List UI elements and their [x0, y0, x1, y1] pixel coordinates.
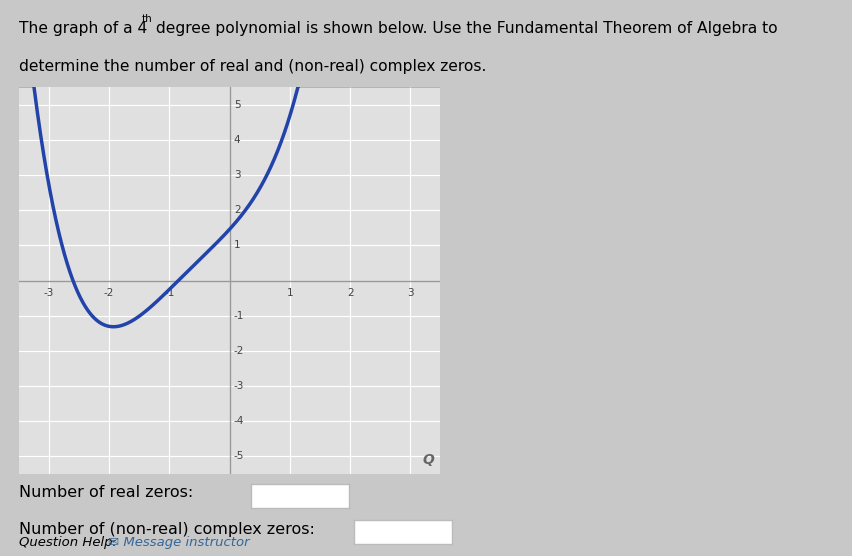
Text: determine the number of real and (non-real) complex zeros.: determine the number of real and (non-re… [19, 59, 486, 74]
Text: 3: 3 [407, 288, 414, 298]
Text: The graph of a 4: The graph of a 4 [19, 21, 147, 36]
Text: Number of (non-real) complex zeros:: Number of (non-real) complex zeros: [19, 522, 314, 537]
Text: Q: Q [423, 453, 435, 466]
Text: ✉ Message instructor: ✉ Message instructor [108, 536, 250, 549]
Text: -3: -3 [233, 381, 245, 391]
Text: -1: -1 [164, 288, 175, 298]
Text: degree polynomial is shown below. Use the Fundamental Theorem of Algebra to: degree polynomial is shown below. Use th… [151, 21, 777, 36]
Text: -3: -3 [43, 288, 54, 298]
Text: -2: -2 [233, 346, 245, 356]
Text: -1: -1 [233, 311, 245, 321]
Text: Question Help:: Question Help: [19, 536, 117, 549]
Text: 1: 1 [286, 288, 293, 298]
Text: Number of real zeros:: Number of real zeros: [19, 485, 193, 500]
Text: 4: 4 [233, 135, 240, 145]
Text: 1: 1 [233, 240, 240, 250]
Text: -4: -4 [233, 416, 245, 426]
Text: 2: 2 [347, 288, 354, 298]
Text: 3: 3 [233, 170, 240, 180]
Text: 2: 2 [233, 205, 240, 215]
Text: 5: 5 [233, 100, 240, 110]
Text: -2: -2 [104, 288, 114, 298]
Text: th: th [141, 14, 153, 24]
Text: -5: -5 [233, 451, 245, 461]
